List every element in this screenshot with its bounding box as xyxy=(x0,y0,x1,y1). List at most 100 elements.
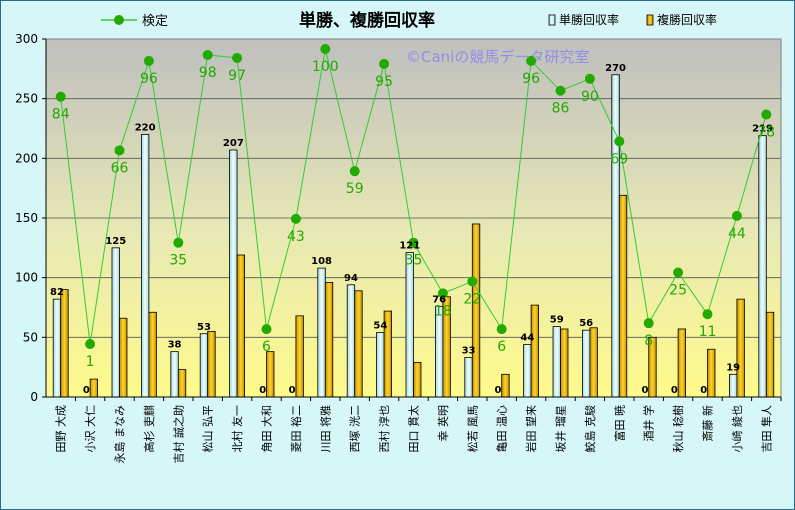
x-tick-label: 岩田 望来 xyxy=(524,405,538,453)
x-tick-label: 小沢 大仁 xyxy=(83,405,97,453)
bar-place xyxy=(177,369,187,398)
bar-place xyxy=(765,311,775,398)
y-tick-label: 100 xyxy=(15,271,38,285)
bar-win xyxy=(434,305,444,398)
y-tick-label: 200 xyxy=(15,151,38,165)
line-point-label: 84 xyxy=(52,107,70,123)
line-point xyxy=(85,339,96,350)
legend-line-marker xyxy=(114,15,124,25)
bar-win xyxy=(464,357,473,398)
legend-win-label: 単勝回収率 xyxy=(559,12,619,27)
line-point xyxy=(173,237,184,248)
bar-place xyxy=(236,254,246,398)
line-point-label: 35 xyxy=(405,253,423,269)
x-tick-label: 吉村 誠之助 xyxy=(171,405,185,464)
bar-win-label: 0 xyxy=(83,385,90,396)
line-point xyxy=(320,44,331,54)
bar-win xyxy=(376,332,385,398)
line-layer xyxy=(55,44,772,350)
bar-layer xyxy=(52,74,775,398)
bar-win-label: 0 xyxy=(700,385,707,396)
bar-place xyxy=(266,351,275,398)
bar-win-label: 108 xyxy=(311,256,332,267)
line-point xyxy=(643,318,654,329)
x-tick-label: 松山 弘平 xyxy=(201,405,215,453)
bar-win-label: 33 xyxy=(462,346,476,357)
line-point-label: 96 xyxy=(522,71,540,87)
x-tick-label: 西村 淳也 xyxy=(377,405,391,453)
bar-win-label: 220 xyxy=(135,122,156,133)
bar-win-label: 125 xyxy=(105,236,126,247)
x-tick-label: 亀田 温心 xyxy=(495,405,509,453)
line-point-label: 66 xyxy=(111,160,129,176)
line-point-label: 100 xyxy=(312,59,339,75)
line-point xyxy=(526,55,537,66)
legend: 検定 単勝回収率 複勝回収率 xyxy=(101,12,717,29)
bar-place xyxy=(707,348,716,398)
bar-win-label: 38 xyxy=(168,340,182,351)
bar-place xyxy=(207,330,216,398)
chart-title: 単勝、複勝回収率 xyxy=(299,10,435,31)
line-point-label: 1 xyxy=(86,354,95,370)
x-tick-label: 永島 まなみ xyxy=(113,405,127,464)
line-point-label: 25 xyxy=(669,283,687,299)
y-tick-label: 300 xyxy=(15,32,38,46)
bar-place xyxy=(501,373,510,398)
bar-place xyxy=(354,290,363,398)
line-point-label: 11 xyxy=(699,324,717,340)
x-tick-label: 吉田 隼人 xyxy=(759,405,773,453)
bar-win xyxy=(346,284,356,398)
line-point xyxy=(261,324,272,335)
legend-place-swatch xyxy=(646,14,654,26)
line-point-label: 97 xyxy=(228,68,246,84)
bar-win xyxy=(405,252,414,398)
line-point-label: 86 xyxy=(552,101,570,117)
x-tick-label: 富田 暁 xyxy=(612,405,626,442)
bar-win xyxy=(111,247,120,398)
bar-win-label: 76 xyxy=(432,294,446,305)
line-point-label: 59 xyxy=(346,181,364,197)
bar-place xyxy=(148,311,157,398)
bar-place xyxy=(324,282,334,398)
line-point-label: 90 xyxy=(581,89,599,105)
line-point xyxy=(408,237,419,248)
bar-place xyxy=(413,361,422,398)
line-point xyxy=(55,91,66,102)
line-point-label: 22 xyxy=(463,291,481,307)
bar-win xyxy=(140,134,150,398)
bar-win-label: 56 xyxy=(579,318,593,329)
bar-place xyxy=(471,223,481,398)
x-tick-label: 小崎 綾也 xyxy=(730,405,744,453)
x-tick-label: 北村 友一 xyxy=(230,405,244,453)
line-point xyxy=(584,73,595,84)
y-tick-label: 150 xyxy=(15,211,38,225)
line-point xyxy=(702,309,713,320)
line-point xyxy=(614,136,625,147)
bar-win-label: 0 xyxy=(494,385,501,396)
bar-place xyxy=(530,304,539,398)
legend-win-swatch xyxy=(548,14,556,26)
line-point xyxy=(761,109,772,120)
bar-place xyxy=(736,298,745,398)
line-point-label: 96 xyxy=(140,71,158,87)
bar-win xyxy=(582,329,591,398)
bar-place xyxy=(560,328,569,398)
bar-win-label: 82 xyxy=(50,287,64,298)
bar-win-label: 121 xyxy=(399,241,420,252)
x-tick-label: 川田 将雅 xyxy=(318,405,332,453)
line-point-label: 69 xyxy=(610,151,628,167)
bar-win xyxy=(52,298,62,398)
line-point xyxy=(379,58,390,69)
line-point xyxy=(349,166,360,177)
bar-place xyxy=(295,315,304,398)
bar-win xyxy=(552,326,561,398)
x-tick-label: 田口 貫太 xyxy=(408,405,421,453)
x-tick-label: 鮫島 克駿 xyxy=(583,405,597,453)
line-point xyxy=(673,267,684,278)
bar-win xyxy=(758,135,767,398)
line-point-label: 98 xyxy=(199,65,217,81)
line-point-label: 6 xyxy=(497,339,506,355)
line-point-label: 18 xyxy=(434,303,452,319)
bar-win-label: 0 xyxy=(671,385,678,396)
